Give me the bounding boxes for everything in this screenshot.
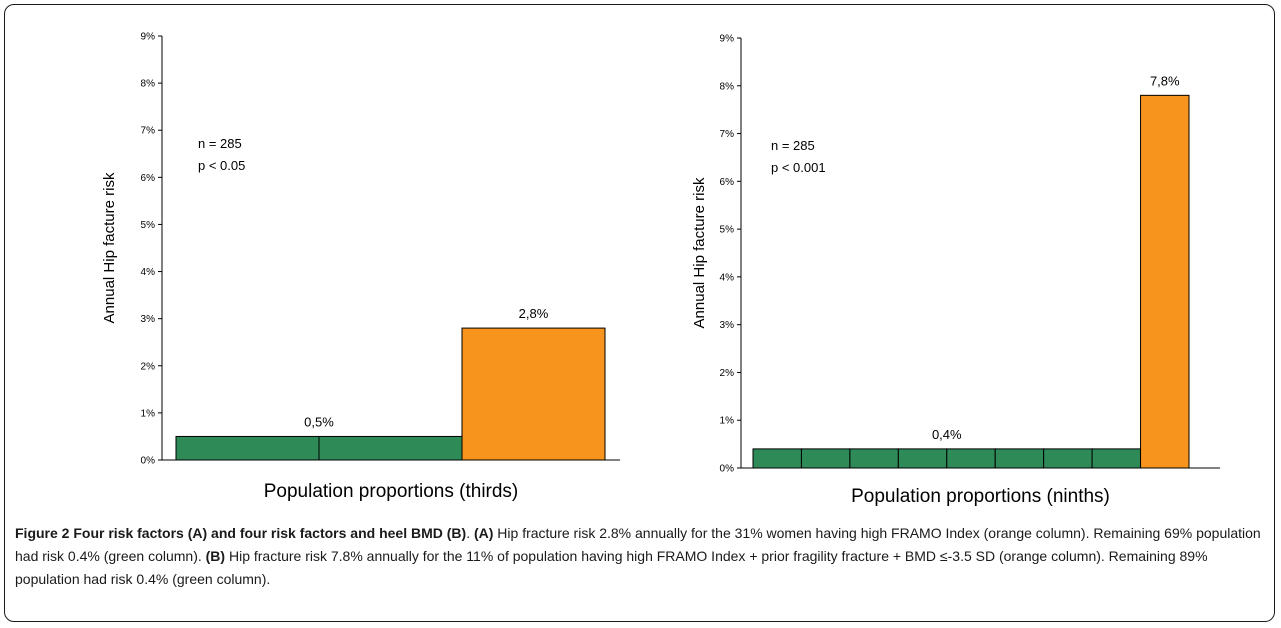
y-tick-label: 1%	[141, 408, 156, 419]
y-tick-label: 3%	[141, 314, 156, 325]
bar	[461, 327, 606, 461]
bar	[897, 448, 948, 469]
caption-label-b: (B)	[205, 548, 226, 564]
caption-separator: .	[466, 525, 474, 541]
data-label: 7,8%	[1150, 73, 1180, 88]
data-label: 0,4%	[932, 427, 962, 442]
data-label: 2,8%	[519, 306, 549, 321]
chart-b: 0% 1% 2% 3% 4% 5% 6% 7% 8% 9% 0,4% 7,8% n = 285 p < 0…	[691, 34, 1220, 507]
caption-label-a: (A)	[473, 525, 494, 541]
stats-annotation: n = 285	[771, 138, 815, 153]
y-tick-label: 5%	[141, 220, 156, 231]
chart-a: 0% 1% 2% 3% 4% 5% 6% 7% 8% 9% 0,5% 2,8% n = 285 p < 0…	[101, 32, 620, 502]
bar	[946, 448, 996, 469]
bar	[175, 435, 320, 461]
y-tick-label: 6%	[720, 177, 735, 188]
stats-annotation: p < 0.001	[771, 160, 826, 175]
caption-text-b: Hip fracture risk 7.8% annually for the …	[15, 548, 1208, 587]
bar	[318, 435, 463, 461]
bar	[800, 448, 851, 469]
y-tick-label: 7%	[141, 126, 156, 137]
y-tick-label: 2%	[141, 361, 156, 372]
y-tick-label: 4%	[141, 267, 156, 278]
y-tick-label: 5%	[720, 225, 735, 236]
stats-annotation: n = 285	[198, 136, 242, 151]
bar	[1091, 448, 1142, 469]
y-tick-label: 8%	[720, 81, 735, 92]
y-tick-label: 2%	[720, 368, 735, 379]
data-label: 0,5%	[304, 414, 334, 429]
x-axis-title: Population proportions (ninths)	[851, 486, 1110, 507]
bar	[1140, 94, 1190, 469]
y-tick-label: 0%	[720, 464, 735, 475]
caption-text-a: Hip fracture risk 2.8% annually for the …	[15, 525, 1261, 564]
y-tick-label: 0%	[141, 456, 156, 467]
bar	[994, 448, 1045, 469]
y-tick-label: 8%	[141, 79, 156, 90]
x-axis-title: Population proportions (thirds)	[264, 481, 519, 502]
y-axis-title: Annual Hip facture risk	[101, 172, 118, 323]
bar	[849, 448, 899, 469]
y-axis-title: Annual Hip facture risk	[691, 177, 708, 328]
y-tick-label: 7%	[720, 129, 735, 140]
stats-annotation: p < 0.05	[198, 158, 245, 173]
bar	[752, 448, 802, 469]
figure-frame	[4, 4, 1275, 622]
bar	[1043, 448, 1093, 469]
y-tick-label: 4%	[720, 272, 735, 283]
y-tick-label: 3%	[720, 320, 735, 331]
figure-caption: Figure 2 Four risk factors (A) and four …	[15, 522, 1265, 591]
y-tick-label: 1%	[720, 416, 735, 427]
y-tick-label: 6%	[141, 173, 156, 184]
y-tick-label: 9%	[720, 34, 735, 45]
y-tick-label: 9%	[141, 32, 156, 43]
caption-title: Figure 2 Four risk factors (A) and four …	[15, 525, 467, 541]
